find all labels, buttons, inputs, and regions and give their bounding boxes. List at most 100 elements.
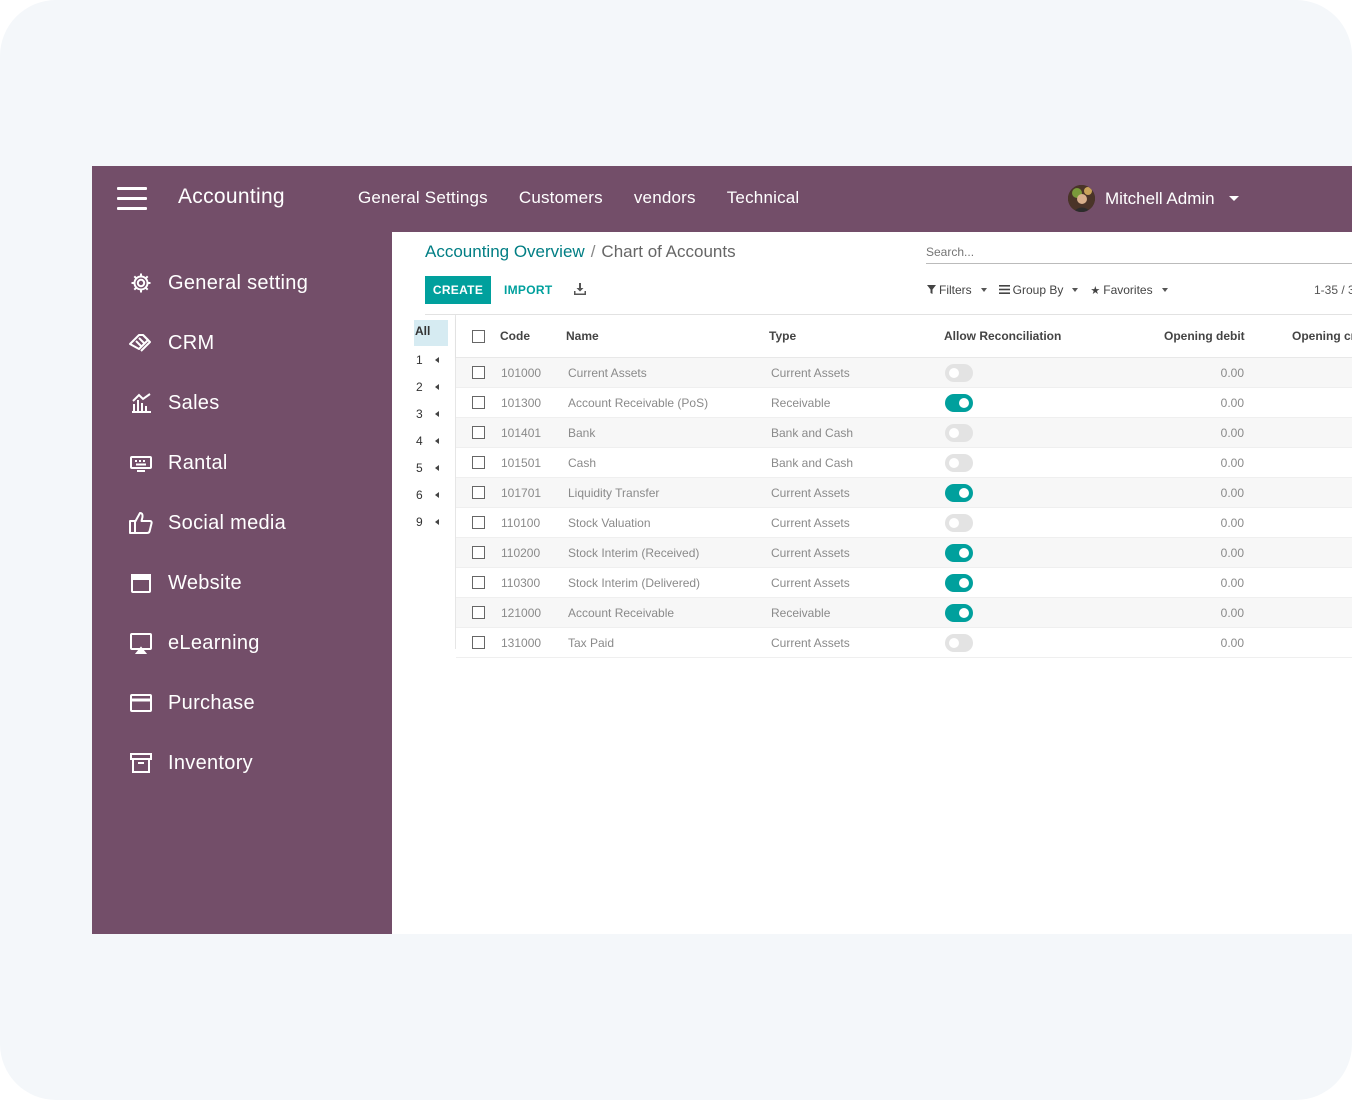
filters-dropdown[interactable]: Filters — [927, 283, 987, 297]
row-checkbox[interactable] — [472, 448, 485, 477]
reconcile-toggle[interactable] — [945, 628, 973, 657]
groupby-dropdown[interactable]: Group By — [998, 283, 1079, 297]
nav-technical[interactable]: Technical — [726, 188, 800, 207]
reconcile-toggle[interactable] — [945, 598, 973, 627]
group-item[interactable]: 9 — [414, 508, 454, 535]
cell-debit: 0.00 — [1220, 545, 1244, 560]
sidebar-item-website[interactable]: Website — [128, 563, 242, 603]
table-row[interactable]: 131000 Tax Paid Current Assets 0.00 — [456, 628, 1352, 658]
group-item[interactable]: 5 — [414, 454, 454, 481]
row-checkbox[interactable] — [472, 418, 485, 447]
row-checkbox[interactable] — [472, 628, 485, 657]
accounts-table: Code Name Type Allow Reconciliation Open… — [456, 315, 1352, 658]
user-name: Mitchell Admin — [1105, 188, 1215, 208]
table-row[interactable]: 110100 Stock Valuation Current Assets 0.00 — [456, 508, 1352, 538]
sidebar-item-purchase[interactable]: Purchase — [128, 683, 255, 723]
cell-name: Bank — [568, 425, 596, 440]
cell-name: Account Receivable (PoS) — [568, 395, 709, 410]
cell-code: 131000 — [501, 635, 542, 650]
reconcile-toggle[interactable] — [945, 358, 973, 387]
nav-vendors[interactable]: vendors — [633, 188, 696, 207]
cell-name: Stock Interim (Received) — [568, 545, 700, 560]
sidebar-item-social-media[interactable]: Social media — [128, 503, 286, 543]
column-header-type[interactable]: Type — [769, 329, 797, 343]
cell-code: 101501 — [501, 455, 542, 470]
chart-icon — [128, 390, 154, 416]
filter-icon — [927, 283, 936, 297]
column-header-code[interactable]: Code — [500, 329, 530, 343]
top-nav-menu: General Settings Customers vendors Techn… — [358, 188, 799, 208]
chevron-down-icon — [1228, 196, 1239, 201]
column-header-reconcile[interactable]: Allow Reconciliation — [944, 329, 1062, 343]
cell-type: Current Assets — [771, 365, 850, 380]
user-menu[interactable]: Mitchell Admin — [1068, 185, 1239, 212]
cell-name: Stock Interim (Delivered) — [568, 575, 701, 590]
reconcile-toggle[interactable] — [945, 478, 973, 507]
group-item[interactable]: 2 — [414, 373, 454, 400]
table-row[interactable]: 101401 Bank Bank and Cash 0.00 — [456, 418, 1352, 448]
group-item[interactable]: 6 — [414, 481, 454, 508]
reconcile-toggle[interactable] — [945, 568, 973, 597]
select-all-checkbox[interactable] — [472, 315, 485, 357]
cell-code: 101401 — [501, 425, 542, 440]
table-row[interactable]: 121000 Account Receivable Receivable 0.00 — [456, 598, 1352, 628]
nav-general-settings[interactable]: General Settings — [358, 188, 488, 207]
group-label: 3 — [416, 406, 423, 421]
group-item[interactable]: 3 — [414, 400, 454, 427]
hamburger-menu-icon[interactable] — [117, 185, 147, 213]
main-content: Accounting Overview / Chart of Accounts CR… — [392, 232, 1352, 934]
cell-type: Current Assets — [771, 545, 850, 560]
search-options: Filters Group By ★ Favorites — [927, 283, 1168, 297]
sidebar-item-sales[interactable]: Sales — [128, 383, 220, 423]
caret-left-icon — [434, 491, 439, 498]
favorites-label: Favorites — [1103, 283, 1153, 297]
sidebar-item-rantal[interactable]: Rantal — [128, 443, 228, 483]
reconcile-toggle[interactable] — [945, 448, 973, 477]
import-button[interactable]: IMPORT — [504, 283, 553, 297]
nav-customers[interactable]: Customers — [518, 188, 603, 207]
breadcrumb-parent-link[interactable]: Accounting Overview — [425, 242, 585, 261]
group-panel: All 1 2 3 4 5 6 9 — [414, 320, 454, 535]
row-checkbox[interactable] — [472, 508, 485, 537]
sidebar-item-inventory[interactable]: Inventory — [128, 743, 253, 783]
table-row[interactable]: 101300 Account Receivable (PoS) Receivable… — [456, 388, 1352, 418]
row-checkbox[interactable] — [472, 358, 485, 387]
column-header-debit[interactable]: Opening debit — [1164, 329, 1245, 343]
cell-type: Bank and Cash — [771, 455, 854, 470]
caret-left-icon — [434, 356, 439, 363]
column-header-credit[interactable]: Opening cr — [1292, 329, 1352, 343]
sidebar-item-general-setting[interactable]: General setting — [128, 263, 308, 303]
table-row[interactable]: 110300 Stock Interim (Delivered) Current A… — [456, 568, 1352, 598]
sidebar-item-crm[interactable]: CRM — [128, 323, 214, 363]
reconcile-toggle[interactable] — [945, 388, 973, 417]
group-all[interactable]: All — [414, 320, 448, 346]
group-item[interactable]: 4 — [414, 427, 454, 454]
row-checkbox[interactable] — [472, 538, 485, 567]
reconcile-toggle[interactable] — [945, 508, 973, 537]
pager-value[interactable]: 1-35 / 3 — [1314, 283, 1352, 297]
download-icon[interactable] — [574, 282, 586, 300]
cell-code: 101300 — [501, 395, 542, 410]
sidebar-item-label: Website — [168, 571, 242, 594]
table-row[interactable]: 110200 Stock Interim (Received) Current As… — [456, 538, 1352, 568]
row-checkbox[interactable] — [472, 478, 485, 507]
table-row[interactable]: 101701 Liquidity Transfer Current Assets 0.… — [456, 478, 1352, 508]
column-header-name[interactable]: Name — [566, 329, 599, 343]
group-label: 1 — [416, 352, 423, 367]
cell-type: Current Assets — [771, 635, 850, 650]
sidebar: General setting CRM — [92, 232, 392, 934]
row-checkbox[interactable] — [472, 598, 485, 627]
group-item[interactable]: 1 — [414, 346, 454, 373]
reconcile-toggle[interactable] — [945, 538, 973, 567]
row-checkbox[interactable] — [472, 568, 485, 597]
sidebar-item-elearning[interactable]: eLearning — [128, 623, 260, 663]
favorites-dropdown[interactable]: ★ Favorites — [1090, 283, 1168, 297]
filters-label: Filters — [939, 283, 972, 297]
table-row[interactable]: 101501 Cash Bank and Cash 0.00 — [456, 448, 1352, 478]
row-checkbox[interactable] — [472, 388, 485, 417]
create-button[interactable]: CREATE — [425, 276, 491, 304]
search-input[interactable] — [926, 241, 1352, 264]
reconcile-toggle[interactable] — [945, 418, 973, 447]
table-row[interactable]: 101000 Current Assets Current Assets 0.00 — [456, 358, 1352, 388]
cell-type: Current Assets — [771, 515, 850, 530]
